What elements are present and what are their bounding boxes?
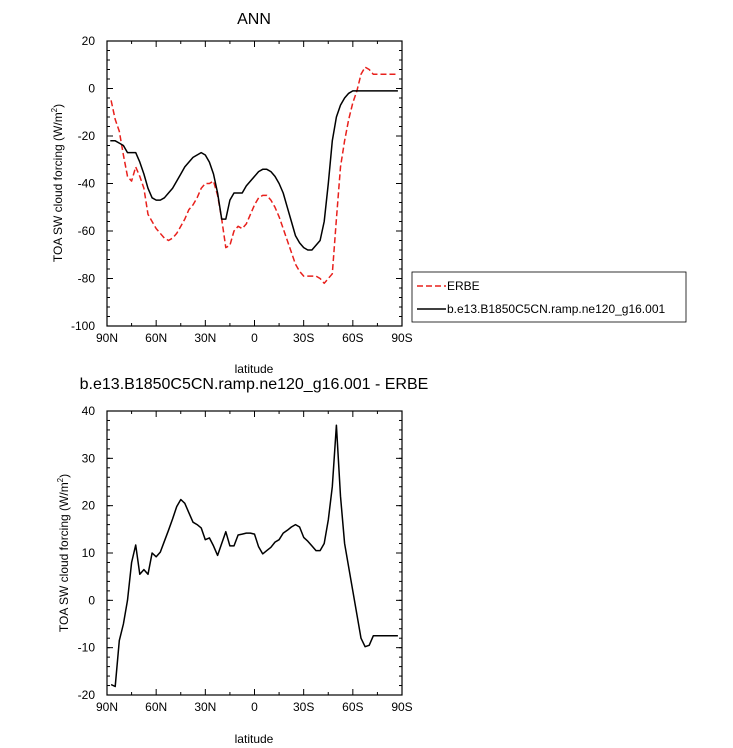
bottom-panel-title: b.e13.B1850C5CN.ramp.ne120_g16.001 - ERB… <box>80 376 429 393</box>
bottom-panel-frame <box>106 410 403 696</box>
top-panel: ANN TOA SW cloud forcing (W/m2) 90N 60N 30… <box>50 11 687 376</box>
y-tick-label: -10 <box>78 641 96 655</box>
y-tick-label: 10 <box>82 546 96 560</box>
x-tick-label: 90S <box>391 700 412 714</box>
legend-label-erbe: ERBE <box>447 279 480 293</box>
series-line-b-e13-b1850c5cn-ramp-ne120-g16-001 <box>110 90 398 251</box>
series-line-difference <box>110 424 398 688</box>
y-tick-label: 30 <box>82 451 96 465</box>
x-tick-label: 30N <box>194 331 216 345</box>
x-tick-label: 60S <box>342 700 363 714</box>
x-tick-label: 30N <box>194 700 216 714</box>
y-tick-label: 0 <box>88 82 95 96</box>
y-tick-label: -40 <box>78 177 96 191</box>
y-tick-label: -80 <box>78 272 96 286</box>
x-tick-label: 30S <box>293 700 314 714</box>
y-tick-label: 40 <box>82 404 96 418</box>
y-tick-label: 20 <box>82 499 96 513</box>
x-tick-label: 60N <box>145 331 167 345</box>
bottom-panel-ticks: 90N 60N 30N 0 30S 60S 90S 40 30 20 10 0 -10 -20 <box>78 404 413 714</box>
bottom-panel: b.e13.B1850C5CN.ramp.ne120_g16.001 - ERB… <box>56 376 428 746</box>
x-tick-label: 60S <box>342 331 363 345</box>
top-panel-frame <box>106 40 403 327</box>
x-tick-label: 90N <box>96 331 118 345</box>
x-tick-label: 90S <box>391 331 412 345</box>
bottom-panel-plot-area <box>110 424 398 688</box>
top-panel-plot-area <box>110 66 398 285</box>
top-panel-ylabel: TOA SW cloud forcing (W/m2) <box>50 104 65 262</box>
bottom-panel-xlabel: latitude <box>235 732 274 746</box>
y-tick-label: -20 <box>78 688 96 702</box>
top-panel-legend: ERBE b.e13.B1850C5CN.ramp.ne120_g16.001 <box>411 271 687 323</box>
y-tick-label: 20 <box>82 34 96 48</box>
y-tick-label: -20 <box>78 129 96 143</box>
y-tick-label: -60 <box>78 224 96 238</box>
top-panel-xlabel: latitude <box>235 362 274 376</box>
bottom-panel-ylabel: TOA SW cloud forcing (W/m2) <box>56 474 71 632</box>
top-panel-ticks: 90N 60N 30N 0 30S 60S 90S 20 0 -20 -40 -60 -80 -100 <box>71 34 413 345</box>
y-tick-label: 0 <box>88 593 95 607</box>
top-panel-title: ANN <box>237 11 271 28</box>
x-tick-label: 0 <box>251 331 258 345</box>
x-tick-label: 90N <box>96 700 118 714</box>
legend-box <box>411 271 687 323</box>
x-tick-label: 0 <box>251 700 258 714</box>
y-tick-label: -100 <box>71 319 95 333</box>
x-tick-label: 60N <box>145 700 167 714</box>
legend-label-model: b.e13.B1850C5CN.ramp.ne120_g16.001 <box>447 302 665 316</box>
series-line-erbe <box>110 66 398 285</box>
x-tick-label: 30S <box>293 331 314 345</box>
